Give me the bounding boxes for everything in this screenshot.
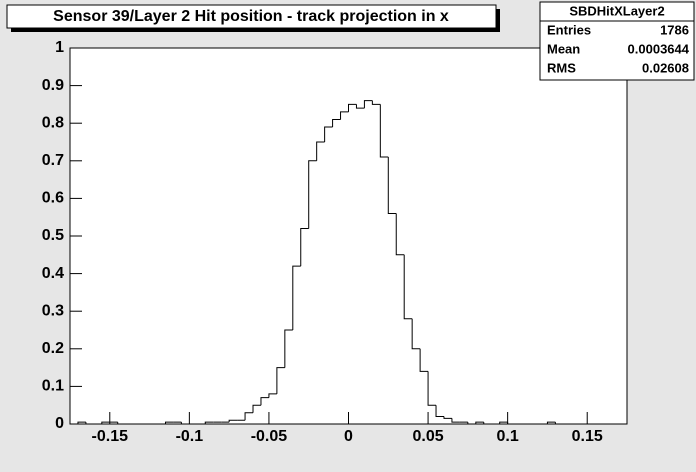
histogram-bin [554, 422, 564, 425]
y-tick-label: 1 [55, 39, 64, 56]
histogram-bin [395, 213, 405, 256]
histogram-bin [355, 104, 365, 109]
y-tick-label: 0.3 [42, 302, 64, 319]
x-tick-label: 0.05 [413, 428, 444, 445]
histogram-bin [228, 419, 238, 423]
histogram-bin [546, 421, 556, 424]
x-tick-label: -0.05 [251, 428, 288, 445]
histogram-bin [77, 421, 86, 424]
histogram-bin [348, 103, 357, 112]
y-tick-label: 0.1 [42, 378, 64, 395]
title-box [6, 4, 497, 29]
histogram-bin [300, 227, 309, 267]
histogram-bin [260, 397, 269, 406]
stats-label: Entries [547, 22, 591, 37]
histogram-bin [483, 422, 492, 425]
histogram-bin [371, 100, 381, 105]
x-tick-label: -0.15 [92, 428, 129, 445]
y-tick-label: 0 [55, 415, 64, 432]
x-tick-label: 0.1 [497, 428, 519, 445]
histogram-bin [276, 367, 285, 394]
x-tick-label: 0.15 [572, 428, 603, 445]
y-tick-label: 0.6 [42, 190, 64, 207]
histogram-bin [284, 329, 293, 368]
stats-value: 0.02608 [642, 60, 689, 75]
stats-box [539, 1, 695, 81]
histogram-bin [292, 265, 301, 330]
histogram-bin [387, 157, 397, 214]
histogram-bin [499, 421, 508, 424]
stats-value: 1786 [660, 22, 689, 37]
histogram-bin [180, 422, 190, 425]
stats-label: RMS [547, 60, 576, 75]
histogram-bin [507, 422, 516, 425]
chart-title: Sensor 39/Layer 2 Hit position - track p… [53, 8, 449, 25]
histogram-bin [324, 126, 333, 142]
stats-name: SBDHitXLayer2 [569, 3, 664, 18]
stats-label: Mean [547, 41, 580, 56]
histogram-bin [117, 422, 126, 425]
histogram-bin [475, 421, 484, 424]
histogram-bin [467, 422, 476, 425]
histogram-bin [308, 160, 317, 229]
x-tick-label: -0.1 [176, 428, 204, 445]
histogram-bin [379, 104, 389, 158]
histogram-bin [101, 421, 110, 424]
histogram-bin [85, 422, 94, 425]
histogram-bin [252, 404, 261, 413]
stats-value: 0.0003644 [628, 41, 690, 56]
y-tick-label: 0.4 [42, 265, 64, 282]
histogram-bin [164, 421, 174, 424]
x-tick-label: 0 [344, 428, 353, 445]
histogram-bin [332, 118, 341, 127]
histogram-bin [363, 100, 373, 109]
histogram-bin [268, 393, 277, 398]
y-tick-label: 0.8 [42, 114, 64, 131]
histogram-bin [340, 111, 349, 120]
y-tick-label: 0.2 [42, 340, 64, 357]
histogram-bin [204, 421, 214, 424]
histogram-bin [316, 141, 325, 161]
histogram-bin [403, 254, 413, 320]
histogram-bin [443, 416, 452, 419]
histogram-bin [419, 348, 429, 372]
y-tick-label: 0.9 [42, 77, 64, 94]
histogram-bin [427, 371, 437, 406]
histogram-bin [451, 418, 460, 423]
histogram-bin [411, 318, 421, 350]
y-tick-label: 0.5 [42, 227, 64, 244]
histogram-bin [244, 412, 254, 421]
histogram-bin [435, 405, 444, 417]
y-tick-label: 0.7 [42, 152, 64, 169]
